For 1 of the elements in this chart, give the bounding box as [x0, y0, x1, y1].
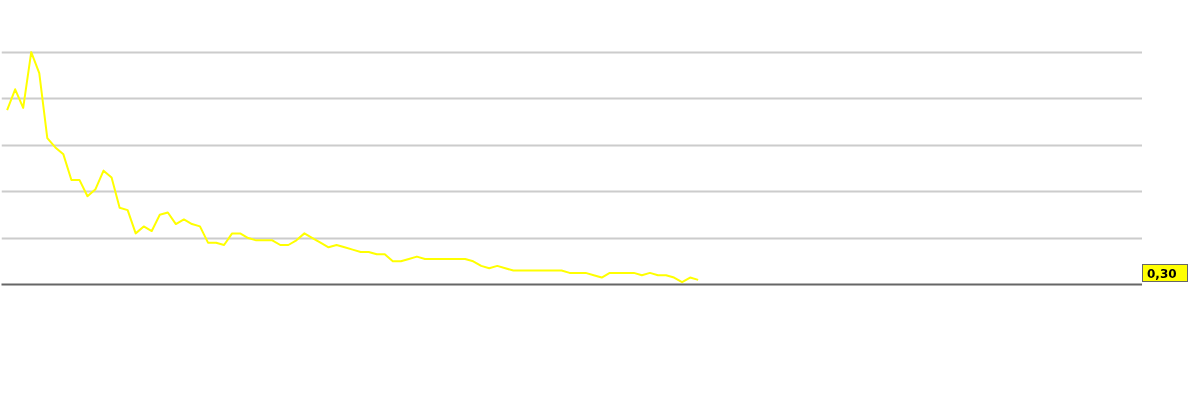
text: 0,30: [1147, 266, 1177, 283]
